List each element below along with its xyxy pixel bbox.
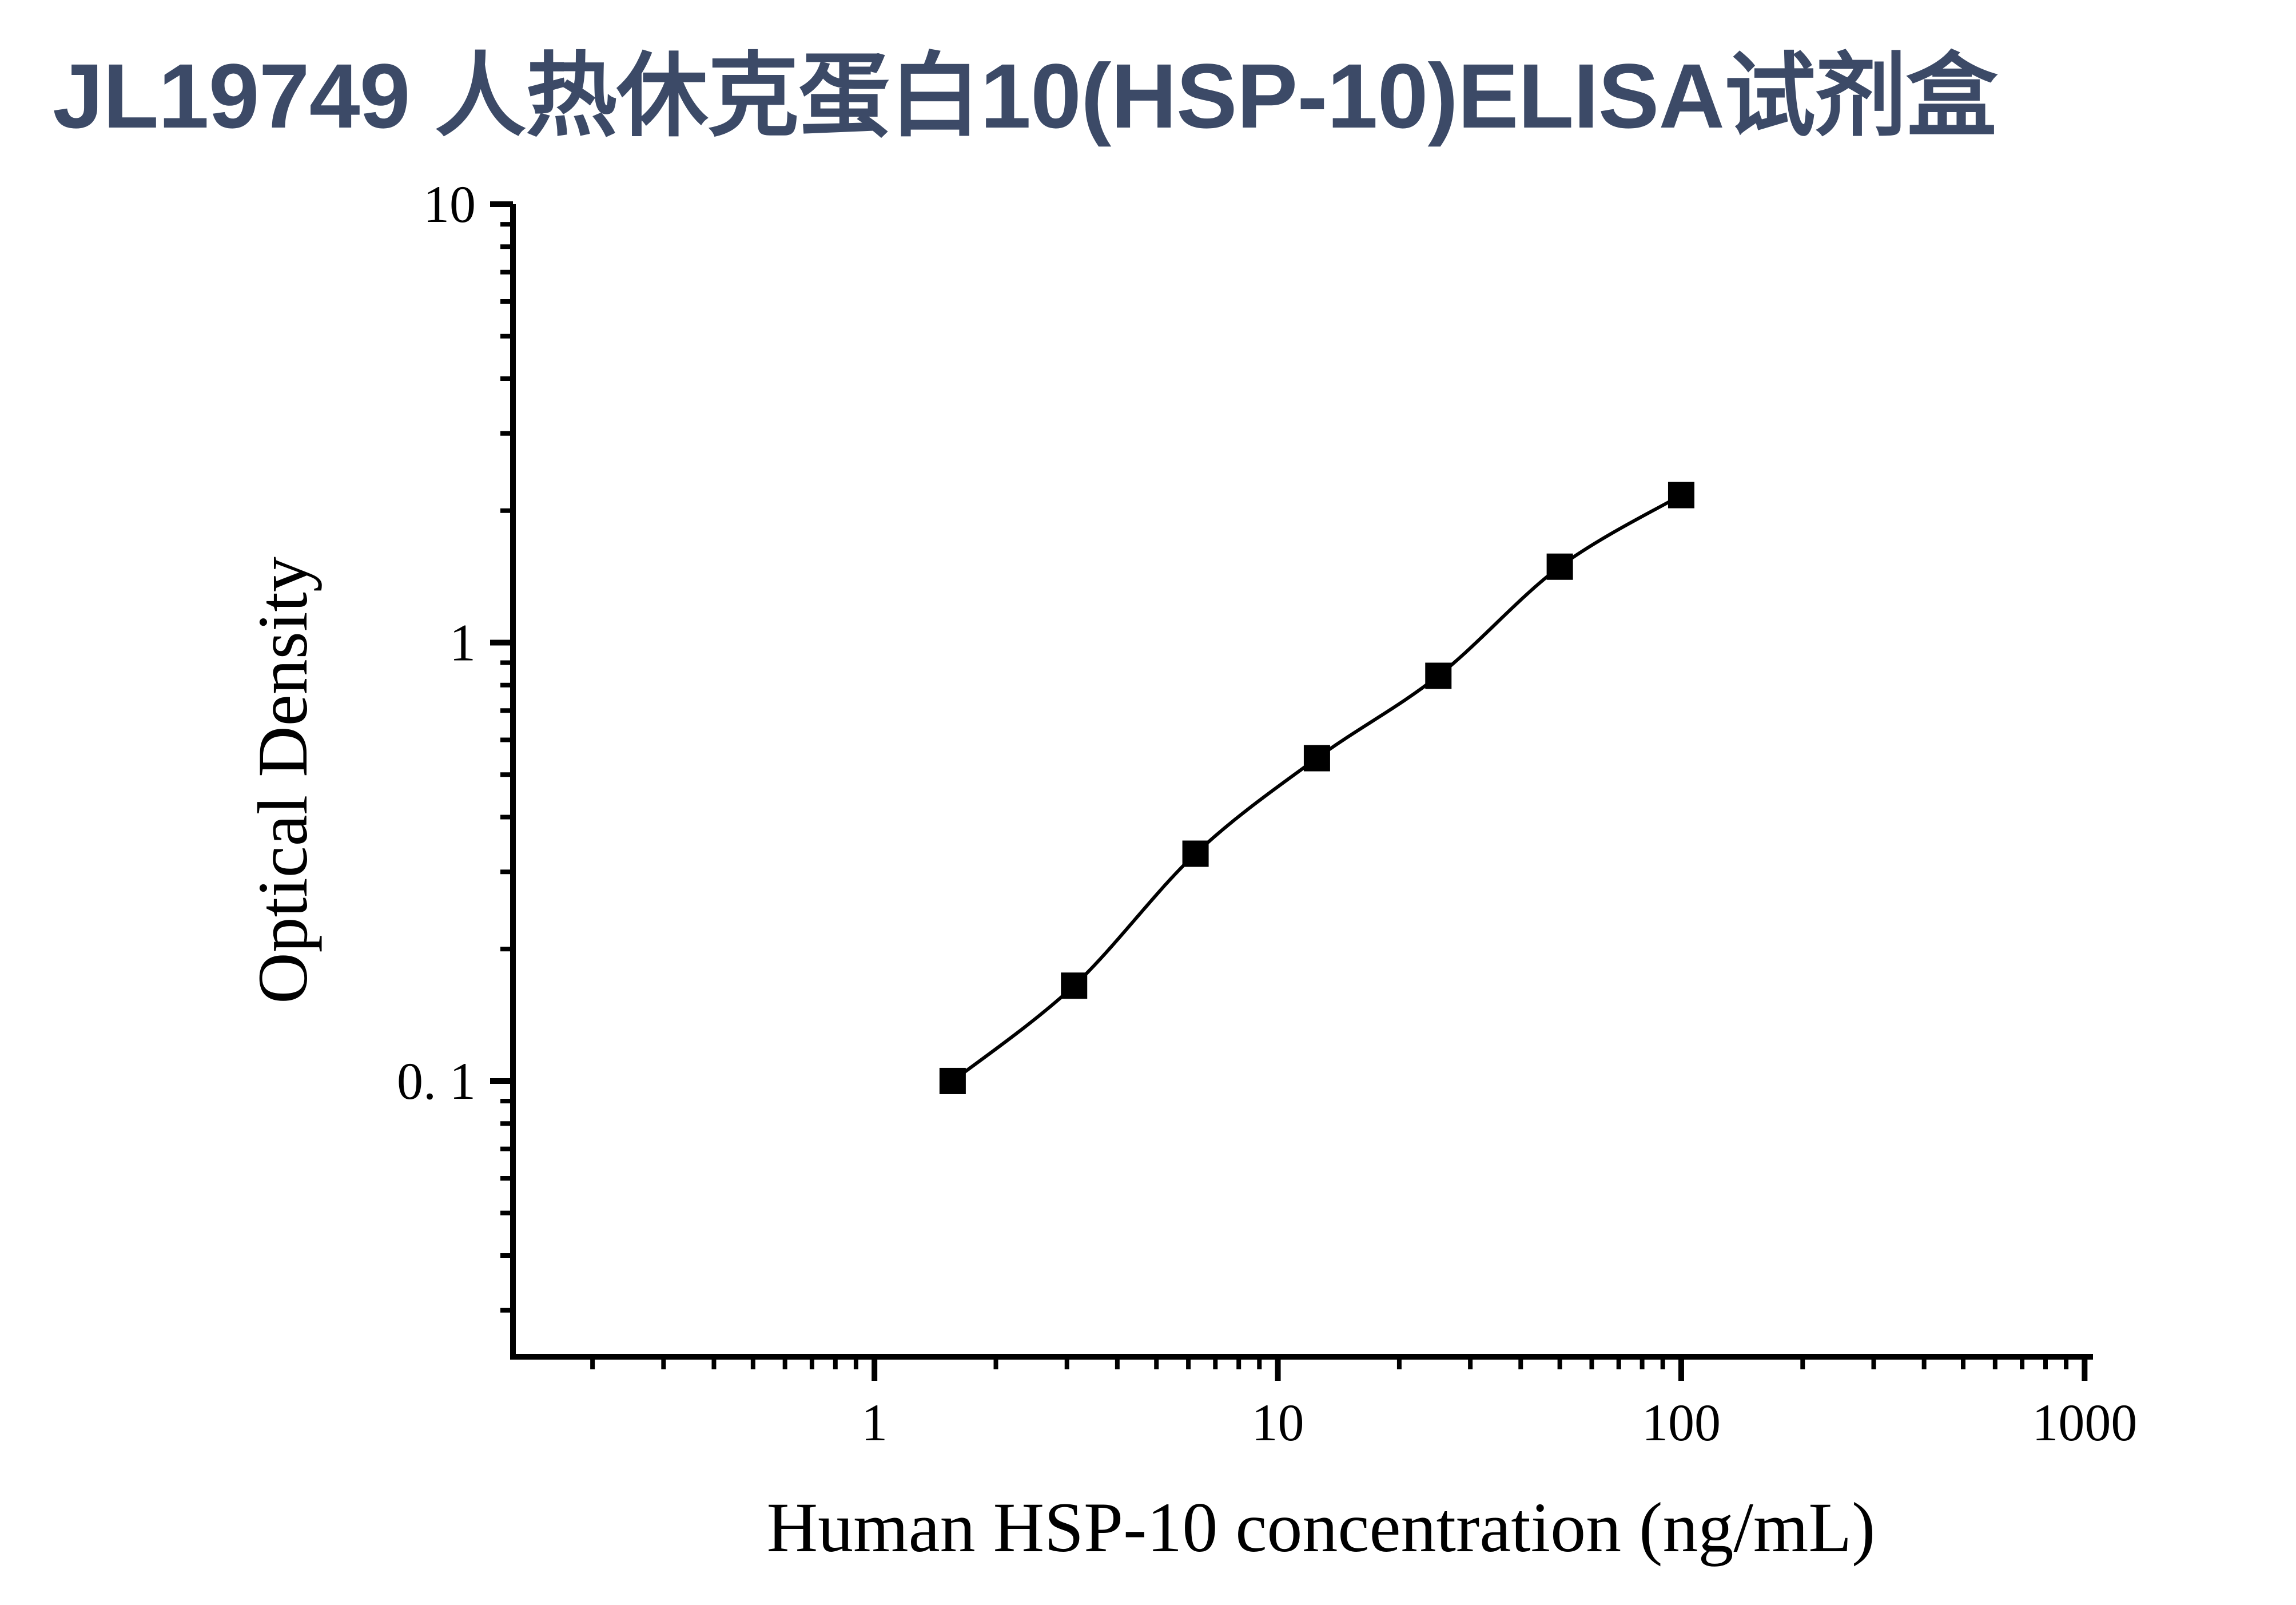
- y-axis-label: Optical Density: [244, 557, 322, 1004]
- data-point-marker: [1182, 840, 1209, 867]
- data-point-marker: [939, 1067, 966, 1094]
- chart-title: JL19749 人热休克蛋白10(HSP-10)ELISA试剂盒: [53, 45, 1997, 147]
- x-axis-label: Human HSP-10 concentration (ng/mL): [767, 1488, 1876, 1567]
- plot-area: 1 10 100 1000 10 1 0. 1: [397, 175, 2137, 1452]
- axis-lines: [510, 204, 2093, 1360]
- x-tick-label: 100: [1642, 1393, 1721, 1452]
- data-point-marker: [1425, 662, 1452, 689]
- data-point-marker: [1061, 972, 1088, 999]
- y-tick-label: 10: [423, 175, 476, 233]
- x-tick-label: 1: [861, 1393, 888, 1452]
- x-tick-label: 10: [1252, 1393, 1304, 1452]
- y-tick-label: 1: [449, 613, 476, 672]
- data-point-marker: [1668, 482, 1694, 508]
- y-tick-label: 0. 1: [397, 1052, 476, 1110]
- data-point-marker: [1546, 553, 1573, 580]
- data-point-marker: [1303, 745, 1330, 772]
- x-tick-label: 1000: [2032, 1393, 2137, 1452]
